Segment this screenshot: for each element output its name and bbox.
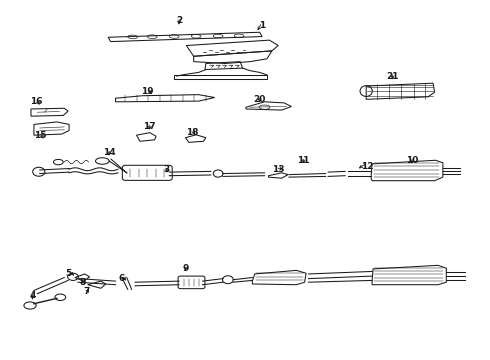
Text: 18: 18 — [186, 128, 198, 137]
Text: 15: 15 — [33, 131, 46, 140]
Text: 5: 5 — [65, 269, 71, 278]
Text: 12: 12 — [361, 162, 373, 171]
Text: 4: 4 — [29, 291, 36, 300]
Text: 1: 1 — [259, 21, 265, 30]
Text: 21: 21 — [386, 72, 399, 81]
Text: 6: 6 — [119, 274, 125, 283]
Text: 9: 9 — [182, 264, 189, 273]
Text: 11: 11 — [297, 156, 310, 165]
Text: 7: 7 — [83, 287, 89, 296]
Text: 17: 17 — [144, 122, 156, 131]
Text: 2: 2 — [176, 16, 182, 25]
Text: 19: 19 — [141, 86, 153, 95]
Text: 13: 13 — [272, 165, 285, 174]
Text: 3: 3 — [164, 165, 170, 174]
Text: 16: 16 — [29, 96, 42, 105]
Text: 20: 20 — [253, 95, 266, 104]
Text: 14: 14 — [103, 148, 116, 157]
Text: 10: 10 — [406, 156, 418, 165]
Text: 8: 8 — [80, 278, 86, 287]
